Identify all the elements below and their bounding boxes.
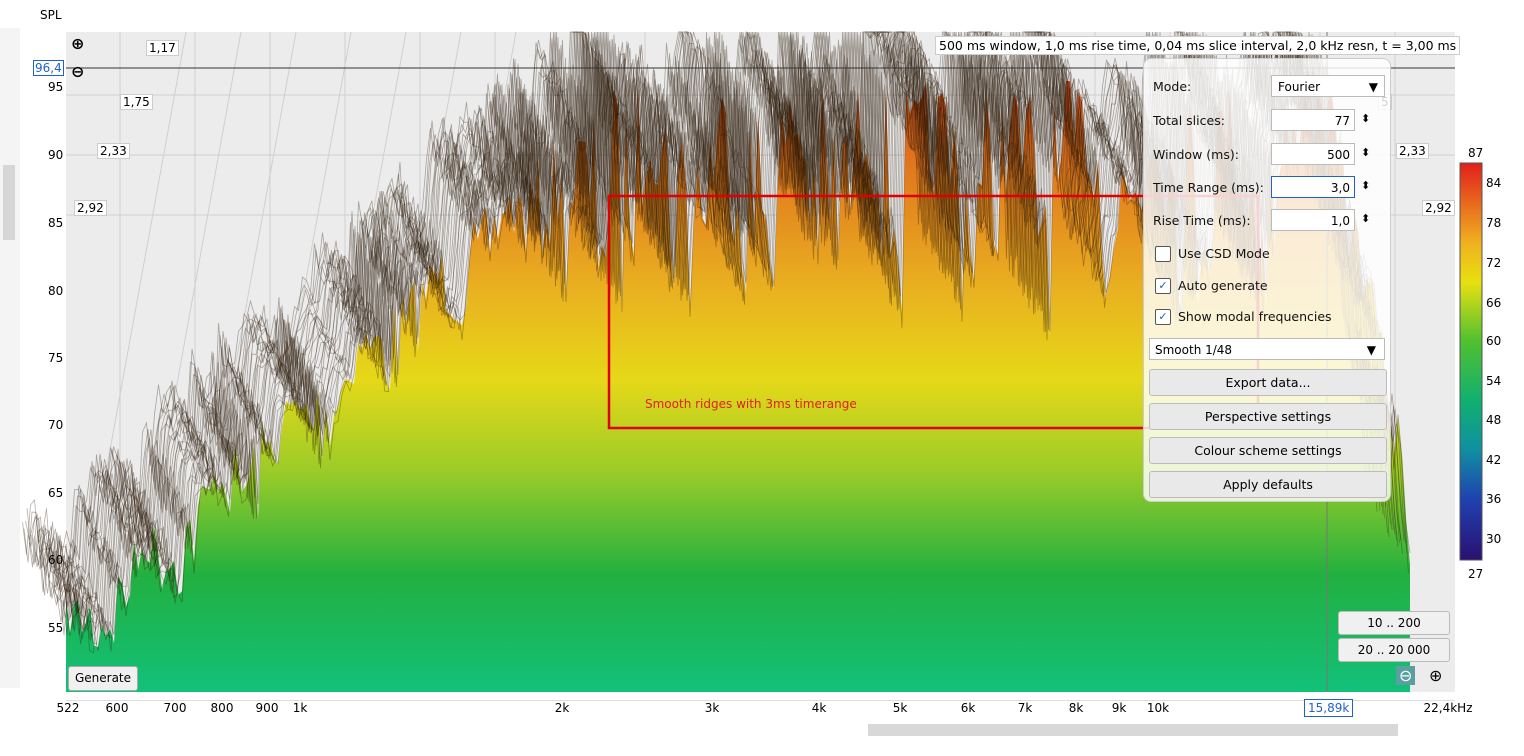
time-label: 2,33 <box>97 143 130 159</box>
colour-scale-label: 54 <box>1486 374 1502 388</box>
y-cursor-value: 96,4 <box>33 60 64 76</box>
x-tick-label: 8k <box>1068 701 1084 715</box>
colour-scale-label: 42 <box>1486 453 1502 467</box>
zoom-out[interactable]: ⊖ <box>71 62 85 81</box>
rise-time-label: Rise Time (ms): <box>1153 213 1251 228</box>
x-zoom-out[interactable]: ⊖ <box>1396 666 1416 685</box>
x-cursor-value: 15,89k <box>1304 699 1354 717</box>
spinner[interactable]: ⬍ <box>1361 212 1371 225</box>
scroll-thumb[interactable] <box>3 165 15 240</box>
x-tick-label: 7k <box>1017 701 1033 715</box>
waterfall-surface <box>66 80 1410 693</box>
y-axis-title: SPL <box>40 8 62 22</box>
modal-label: Show modal frequencies <box>1178 309 1332 324</box>
colour-scheme-button[interactable]: Colour scheme settings <box>1149 437 1387 464</box>
ridge-line <box>22 30 1367 569</box>
slices-input[interactable]: 77 <box>1271 109 1355 131</box>
x-tick-label: 4k <box>811 701 827 715</box>
time-range-label: Time Range (ms): <box>1153 180 1264 195</box>
x-tick-label: 900 <box>255 701 279 715</box>
x-tick-label: 6k <box>960 701 976 715</box>
time-label: 1,17 <box>146 40 179 56</box>
y-tick-label: 55 <box>48 621 64 635</box>
smoothing-value: Smooth 1/48 <box>1155 343 1233 357</box>
time-label: 2,92 <box>1422 200 1455 216</box>
time-range-input[interactable]: 3,0 <box>1271 176 1355 198</box>
mode-value: Fourier <box>1278 80 1321 94</box>
colour-scale-label: 30 <box>1486 532 1502 546</box>
defaults-button[interactable]: Apply defaults <box>1149 471 1387 498</box>
colour-scale-label: 72 <box>1486 256 1502 270</box>
colour-scale-label: 78 <box>1486 216 1502 230</box>
h-scroll-thumb[interactable] <box>868 724 1398 736</box>
range-full-button[interactable]: 20 .. 20 000 <box>1338 638 1450 662</box>
smoothing-select[interactable]: Smooth 1/48 ▼ <box>1149 338 1385 360</box>
colour-scale <box>1459 162 1483 561</box>
auto-checkbox[interactable]: ✓ <box>1155 278 1171 294</box>
x-tick-label: 3k <box>704 701 720 715</box>
y-tick-label: 70 <box>48 418 64 432</box>
y-tick-label: 60 <box>48 553 64 567</box>
x-tick-label: 22,4kHz <box>1423 701 1473 715</box>
colour-scale-label: 36 <box>1486 492 1502 506</box>
y-tick-label: 90 <box>48 148 64 162</box>
x-tick-label: 700 <box>163 701 187 715</box>
generate-button[interactable]: Generate <box>68 666 138 691</box>
colour-scale-label: 48 <box>1486 413 1502 427</box>
x-zoom-in[interactable]: ⊕ <box>1429 666 1443 685</box>
window-input[interactable]: 500 <box>1271 143 1355 165</box>
scrollbar[interactable] <box>0 28 20 688</box>
y-tick-label: 65 <box>48 486 64 500</box>
x-tick-label: 600 <box>105 701 129 715</box>
time-label: 2,33 <box>1396 143 1429 159</box>
y-tick-label: 85 <box>48 216 64 230</box>
auto-label: Auto generate <box>1178 278 1268 293</box>
modal-checkbox[interactable]: ✓ <box>1155 309 1171 325</box>
spinner[interactable]: ⬍ <box>1361 112 1371 125</box>
x-tick-label: 5k <box>892 701 908 715</box>
x-tick-label: 522 <box>56 701 80 715</box>
y-tick-label: 80 <box>48 284 64 298</box>
colour-scale-label: 60 <box>1486 334 1502 348</box>
y-tick-label: 95 <box>48 80 64 94</box>
x-tick-label: 800 <box>210 701 234 715</box>
spinner[interactable]: ⬍ <box>1361 146 1371 159</box>
time-label: 1,75 <box>120 94 153 110</box>
colour-scale-label: 66 <box>1486 296 1502 310</box>
mode-select[interactable]: Fourier ▼ <box>1271 75 1385 97</box>
colour-scale-min: 27 <box>1468 567 1484 581</box>
x-tick-label: 10k <box>1146 701 1170 715</box>
range-low-button[interactable]: 10 .. 200 <box>1338 611 1450 635</box>
x-tick-label: 9k <box>1111 701 1127 715</box>
colour-scale-label: 84 <box>1486 176 1502 190</box>
csd-checkbox[interactable] <box>1155 246 1171 262</box>
csd-label: Use CSD Mode <box>1178 246 1270 261</box>
y-tick-label: 75 <box>48 351 64 365</box>
x-tick-label: 1k <box>292 701 308 715</box>
export-button[interactable]: Export data... <box>1149 369 1387 396</box>
x-tick-label: 2k <box>554 701 570 715</box>
spinner[interactable]: ⬍ <box>1361 179 1371 192</box>
grid-line <box>65 31 187 693</box>
annotation: Smooth ridges with 3ms timerange <box>645 397 857 411</box>
rise-time-input[interactable]: 1,0 <box>1271 209 1355 231</box>
zoom-in[interactable]: ⊕ <box>71 34 85 53</box>
time-label: 2,92 <box>74 200 107 216</box>
perspective-button[interactable]: Perspective settings <box>1149 403 1387 430</box>
info-text: 500 ms window, 1,0 ms rise time, 0,04 ms… <box>935 36 1461 55</box>
axis <box>66 700 1455 701</box>
mode-label: Mode: <box>1153 79 1192 94</box>
colour-scale-max: 87 <box>1468 146 1484 160</box>
window-label: Window (ms): <box>1153 147 1239 162</box>
slices-label: Total slices: <box>1153 113 1225 128</box>
